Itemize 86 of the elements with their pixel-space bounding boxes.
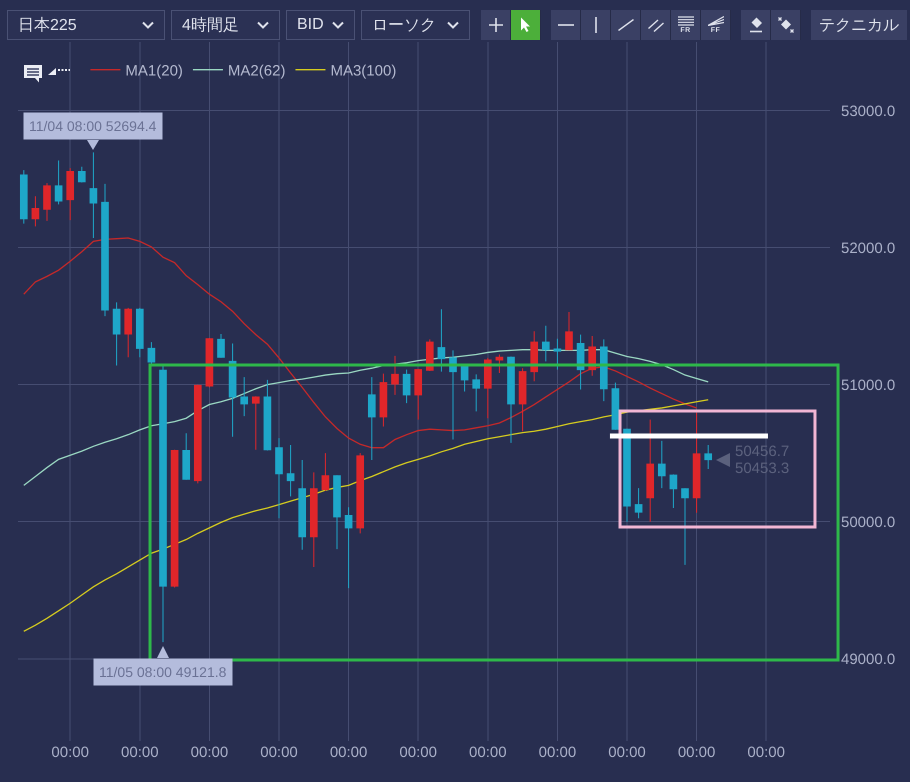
line-series <box>23 349 709 486</box>
y-tick-label: 53000.0 <box>841 102 896 120</box>
candlestick <box>623 428 631 522</box>
x-tick-label: 00:00 <box>538 744 576 761</box>
candlestick <box>634 488 642 519</box>
x-tick-label: 00:00 <box>747 744 785 761</box>
candlestick <box>217 333 225 358</box>
line-series <box>23 237 698 448</box>
candlestick <box>286 444 294 497</box>
candlestick <box>228 343 236 438</box>
candlestick <box>402 369 410 404</box>
y-tick-label: 52000.0 <box>841 240 896 257</box>
x-tick-label: 00:00 <box>51 744 89 761</box>
candlestick <box>66 168 74 221</box>
candlestick <box>658 440 666 489</box>
candlestick <box>101 183 109 317</box>
candlestick <box>43 182 51 222</box>
x-tick-label: 00:00 <box>260 744 298 761</box>
candlestick <box>170 449 178 588</box>
candlestick <box>600 338 608 402</box>
candlestick <box>194 384 202 484</box>
dropdown: 日本225 <box>7 10 165 40</box>
candlestick <box>344 506 352 589</box>
dropdown: ローソク <box>361 10 470 40</box>
candlestick <box>472 374 480 412</box>
line-series <box>23 399 709 632</box>
y-tick-label: 51000.0 <box>841 376 896 394</box>
candlestick <box>148 342 156 365</box>
candlestick <box>576 334 584 390</box>
candlestick <box>124 307 132 358</box>
candlestick <box>356 452 364 534</box>
candlestick <box>438 308 446 372</box>
candlestick <box>612 382 620 430</box>
candlestick <box>136 307 144 358</box>
button: テクニカル <box>811 10 907 40</box>
candlestick <box>275 438 283 519</box>
x-tick-label: 00:00 <box>608 744 646 761</box>
legend-label: MA2(62) <box>228 62 286 80</box>
legend-label: MA1(20) <box>125 62 183 80</box>
dropdown: BID <box>286 10 355 40</box>
candlestick <box>692 412 700 514</box>
candlestick <box>670 474 678 508</box>
candlestick <box>112 302 120 366</box>
candlestick <box>542 325 550 362</box>
candlestick <box>484 357 492 419</box>
candlestick <box>681 488 689 566</box>
candlestick <box>704 444 712 470</box>
candlestick <box>298 460 306 550</box>
candlestick <box>240 376 248 417</box>
annotation: 11/05 08:00 49121.8 <box>99 664 227 680</box>
candlestick <box>391 355 399 396</box>
x-tick-label: 00:00 <box>330 744 368 761</box>
candlestick <box>414 368 422 420</box>
candlestick <box>333 474 341 550</box>
x-tick-label: 00:00 <box>121 744 159 761</box>
candlestick <box>380 373 388 427</box>
x-tick-label: 00:00 <box>190 744 228 761</box>
x-tick-label: 00:00 <box>678 744 716 761</box>
candlestick <box>646 419 654 522</box>
candlestick <box>368 376 376 461</box>
candlestick <box>32 196 40 227</box>
candlestick <box>460 364 468 392</box>
candlestick <box>310 472 318 568</box>
y-tick-label: 49000.0 <box>841 651 896 668</box>
dropdown: 4時間足 <box>171 10 280 40</box>
candlestick <box>554 338 562 370</box>
candlestick <box>159 364 167 643</box>
annotation: 11/04 08:00 52694.4 <box>29 118 157 134</box>
candlestick <box>518 368 526 432</box>
candlestick <box>264 379 272 451</box>
candlestick <box>496 354 504 374</box>
candlestick <box>20 170 28 224</box>
x-tick-label: 00:00 <box>469 744 507 761</box>
candlestick <box>252 396 260 450</box>
candlestick <box>182 432 190 480</box>
candlestick <box>206 338 214 388</box>
candlestick <box>565 312 573 351</box>
candlestick <box>78 166 86 183</box>
candlestick <box>54 160 62 205</box>
y-tick-label: 50000.0 <box>841 514 896 531</box>
legend-label: MA3(100) <box>330 62 396 80</box>
candlestick <box>322 452 330 492</box>
x-tick-label: 00:00 <box>399 744 437 761</box>
candlestick <box>90 152 98 238</box>
candlestick <box>530 330 538 382</box>
candlestick <box>507 356 515 444</box>
